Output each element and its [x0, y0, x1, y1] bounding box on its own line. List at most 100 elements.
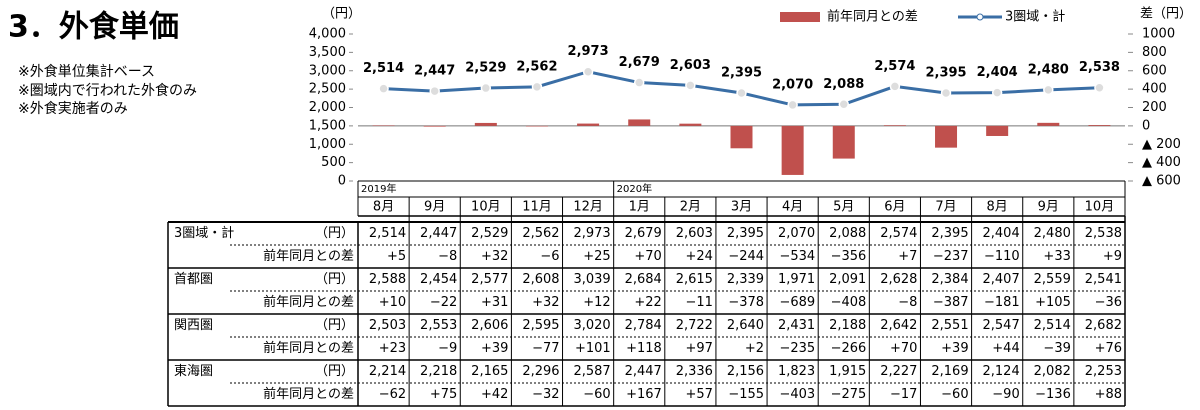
- cell: −356: [831, 249, 867, 264]
- column-header: 1月: [629, 200, 650, 215]
- data-label: 2,679: [619, 55, 660, 70]
- cell: 2,551: [931, 318, 968, 333]
- cell: −110: [984, 249, 1020, 264]
- cell: 2,165: [471, 364, 508, 379]
- cell: 2,124: [983, 364, 1020, 379]
- cell: 2,640: [727, 318, 764, 333]
- point: [685, 80, 696, 91]
- data-label: 2,088: [823, 77, 864, 92]
- cell: 2,395: [931, 226, 968, 241]
- y2-tick-label: 400: [1142, 82, 1167, 97]
- row-unit: （円）: [315, 226, 354, 241]
- cell: −689: [779, 295, 815, 310]
- row-name: 東海圏: [174, 363, 213, 379]
- cell: 1,971: [778, 272, 815, 287]
- cell: 2,603: [676, 226, 713, 241]
- cell: +76: [1095, 341, 1122, 356]
- row-name: 前年同月との差: [263, 340, 354, 356]
- data-label: 2,603: [670, 58, 711, 73]
- cell: 1,823: [778, 364, 815, 379]
- cell: +5: [387, 249, 406, 264]
- cell: −8: [898, 295, 917, 310]
- y-tick-label: 2,500: [309, 82, 346, 97]
- bar: [883, 125, 906, 126]
- y2-tick-label: 0: [1142, 118, 1150, 133]
- column-header: 11月: [522, 200, 552, 215]
- y-tick-label: 2,000: [309, 100, 346, 115]
- cell: 3,039: [573, 272, 610, 287]
- y2-tick-label: ▲ 600: [1142, 174, 1181, 189]
- column-header: 10月: [1085, 200, 1115, 215]
- cell: −32: [532, 387, 559, 402]
- y2-tick-label: 200: [1142, 100, 1167, 115]
- cell: +44: [992, 341, 1019, 356]
- y2-tick-label: 1000: [1142, 27, 1175, 42]
- cell: +9: [1103, 249, 1122, 264]
- bar: [628, 119, 651, 126]
- data-label: 2,404: [977, 65, 1018, 80]
- cell: 2,091: [829, 272, 866, 287]
- cell: +22: [634, 295, 661, 310]
- cell: +75: [430, 387, 457, 402]
- data-label: 2,480: [1028, 62, 1069, 77]
- cell: 2,608: [522, 272, 559, 287]
- cell: 2,615: [676, 272, 713, 287]
- cell: +2: [745, 341, 764, 356]
- cell: +23: [379, 341, 406, 356]
- point: [633, 77, 645, 88]
- cell: −408: [831, 295, 867, 310]
- row-name: 関西圏: [174, 318, 213, 333]
- row-name: 首都圏: [174, 272, 213, 287]
- legend-swatch: [780, 12, 820, 22]
- cell: 2,722: [676, 318, 713, 333]
- cell: 2,559: [1034, 272, 1071, 287]
- cell: 2,588: [369, 272, 406, 287]
- column-header: 6月: [884, 200, 905, 215]
- cell: +10: [379, 295, 406, 310]
- bar: [1037, 122, 1060, 126]
- cell: +31: [481, 295, 508, 310]
- cell: 2,784: [625, 318, 662, 333]
- bar: [525, 125, 548, 127]
- bar: [577, 123, 600, 126]
- year-label: 2020年: [617, 182, 652, 195]
- data-label: 2,973: [568, 44, 609, 59]
- row-unit: （円）: [315, 364, 354, 379]
- cell: −8: [438, 249, 457, 264]
- cell: +105: [1035, 295, 1071, 310]
- point: [991, 87, 1003, 98]
- cell: −60: [583, 387, 610, 402]
- cell: −237: [933, 249, 969, 264]
- legend-swatch: [976, 13, 984, 21]
- cell: −90: [992, 387, 1019, 402]
- cell: 2,684: [625, 272, 662, 287]
- cell: −244: [728, 249, 764, 264]
- cell: −387: [933, 295, 969, 310]
- cell: +101: [575, 341, 611, 356]
- cell: −275: [831, 387, 867, 402]
- cell: 2,339: [727, 272, 764, 287]
- point: [940, 87, 952, 99]
- cell: 2,595: [522, 318, 559, 333]
- cell: 2,218: [420, 364, 457, 379]
- cell: +97: [685, 341, 712, 356]
- cell: −36: [1095, 295, 1122, 310]
- cell: 2,214: [369, 364, 406, 379]
- cell: −378: [728, 295, 764, 310]
- cell: 2,395: [727, 226, 764, 241]
- cell: +33: [1043, 249, 1070, 264]
- cell: 2,514: [369, 226, 406, 241]
- cell: −181: [984, 295, 1020, 310]
- cell: 2,088: [829, 226, 866, 241]
- data-label: 2,395: [721, 65, 762, 80]
- cell: −266: [831, 341, 867, 356]
- cell: 2,577: [471, 272, 508, 287]
- cell: 2,296: [522, 364, 559, 379]
- cell: +118: [626, 341, 662, 356]
- y-tick-label: 500: [321, 155, 346, 170]
- y2-tick-label: 600: [1142, 63, 1167, 78]
- cell: −9: [438, 341, 457, 356]
- point: [889, 81, 901, 92]
- cell: 2,447: [420, 226, 457, 241]
